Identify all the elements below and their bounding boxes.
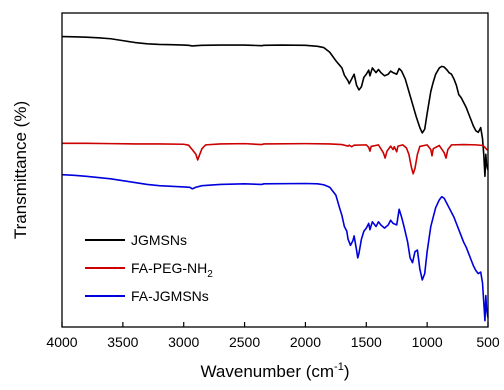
series-line-fa-peg-nh2 [62, 142, 488, 175]
x-tick-label-2000: 2000 [290, 334, 321, 350]
x-tick-label-2500: 2500 [229, 334, 260, 350]
x-axis-title: Wavenumber (cm-1) [201, 361, 350, 381]
legend-label-subscript: 2 [207, 269, 213, 280]
plot-frame [61, 12, 489, 328]
x-tick-label-3000: 3000 [168, 334, 199, 350]
legend: JGMSNs FA-PEG-NH2 FA-JGMSNs [85, 232, 213, 304]
series-line-jgmsns [61, 35, 489, 178]
plot-lines [61, 35, 489, 322]
series-line-fa-jgmsns [61, 173, 489, 322]
x-tick-label-1500: 1500 [351, 334, 382, 350]
x-tick-label-3500: 3500 [107, 334, 138, 350]
x-axis-tick-labels: 4000 3500 3000 2500 2000 1500 1000 500 [46, 334, 499, 350]
x-tick-label-1000: 1000 [412, 334, 443, 350]
legend-label-jgmsns: JGMSNs [131, 232, 187, 248]
legend-label-fa-jgmsns: FA-JGMSNs [131, 288, 209, 304]
x-axis-ticks [61, 322, 489, 327]
x-axis-title-closing: ) [344, 362, 350, 381]
x-tick-label-4000: 4000 [46, 334, 77, 350]
legend-label-fa-peg-nh2: FA-PEG-NH2 [131, 260, 213, 280]
y-axis-title: Transmittance (%) [11, 101, 30, 239]
x-tick-label-500: 500 [476, 334, 500, 350]
x-axis-title-superscript: -1 [334, 361, 344, 373]
